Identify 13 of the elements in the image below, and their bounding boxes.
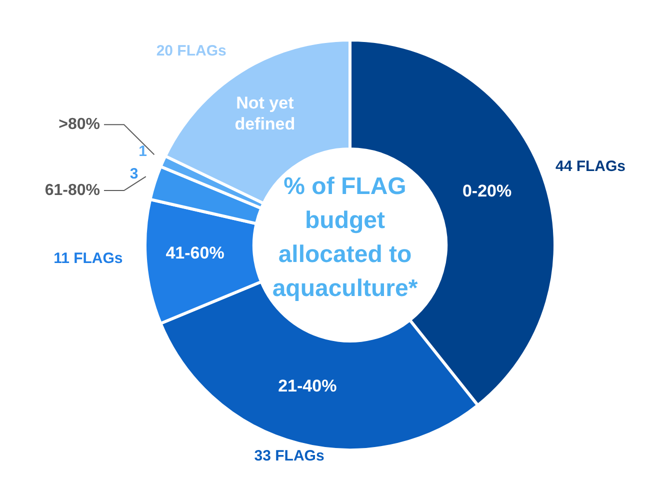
slice-label: 21-40% [278,376,337,396]
data-label: 1 [138,142,147,160]
data-label: 33 FLAGs [254,447,324,464]
slice-label: Not yet defined [234,93,296,134]
data-label: 3 [130,166,138,183]
slice-label: 61-80% [44,182,100,200]
slice-label: 41-60% [166,243,224,262]
data-label: 20 FLAGs [156,42,226,60]
data-label: 44 FLAGs [555,158,626,175]
data-label: 11 FLAGs [54,250,123,268]
slice-label: 0-20% [462,180,512,200]
text: % of FLAG budget allocated to aquaculture* [271,172,419,304]
slice-label: >80% [58,116,100,134]
